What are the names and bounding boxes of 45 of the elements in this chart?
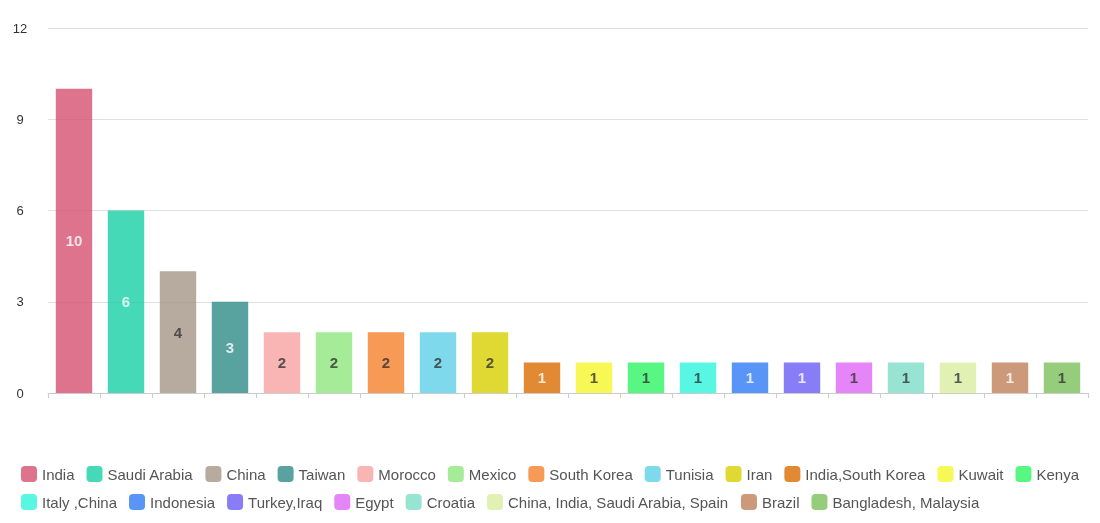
- data-label: 1: [589, 369, 599, 387]
- data-label: 1: [901, 369, 911, 387]
- legend-label: China, India, Saudi Arabia, Spain: [507, 493, 729, 511]
- data-label: 4: [173, 323, 183, 341]
- legend-label: Mexico: [468, 465, 517, 483]
- data-label: 1: [745, 369, 755, 387]
- legend-label: Tunisia: [665, 465, 715, 483]
- legend-label: Croatia: [426, 493, 476, 511]
- y-tick-label: 6: [16, 203, 24, 218]
- legend-label: Italy ,China: [41, 493, 118, 511]
- data-label: 10: [65, 232, 83, 250]
- legend-label: Iran: [746, 465, 773, 483]
- data-label: 1: [797, 369, 807, 387]
- legend-label: India,South Korea: [805, 465, 927, 483]
- legend-label: Saudi Arabia: [107, 465, 194, 483]
- legend-label: Taiwan: [298, 465, 346, 483]
- data-label: 1: [1057, 369, 1067, 387]
- data-label: 1: [953, 369, 963, 387]
- legend-label: Brazil: [761, 493, 800, 511]
- data-label: 1: [537, 369, 547, 387]
- legend-label: China: [226, 465, 267, 483]
- data-label: 1: [1005, 369, 1015, 387]
- legend-label: Kenya: [1036, 465, 1080, 483]
- legend-label: Morocco: [378, 465, 436, 483]
- y-tick-label: 9: [16, 111, 24, 127]
- data-label: 1: [641, 369, 651, 387]
- data-label: 1: [693, 369, 703, 387]
- data-label: 2: [433, 354, 443, 372]
- legend-label: South Korea: [549, 465, 634, 483]
- legend-label: Bangladesh, Malaysia: [832, 493, 980, 511]
- legend-label: Indonesia: [150, 493, 216, 511]
- legend-label: India: [41, 465, 76, 483]
- data-label: 3: [225, 338, 235, 356]
- legend-label: Turkey,Iraq: [248, 493, 323, 511]
- legend-label: Kuwait: [958, 465, 1005, 483]
- y-tick-label: 0: [16, 385, 24, 401]
- data-label: 1: [849, 369, 859, 387]
- data-label: 6: [121, 293, 131, 311]
- y-tick-label: 12: [12, 20, 28, 36]
- data-label: 2: [329, 354, 339, 372]
- data-label: 2: [381, 354, 391, 372]
- data-label: 2: [485, 354, 495, 372]
- data-label: 2: [277, 354, 287, 372]
- y-tick-label: 3: [16, 294, 24, 310]
- legend-label: Egypt: [355, 493, 395, 511]
